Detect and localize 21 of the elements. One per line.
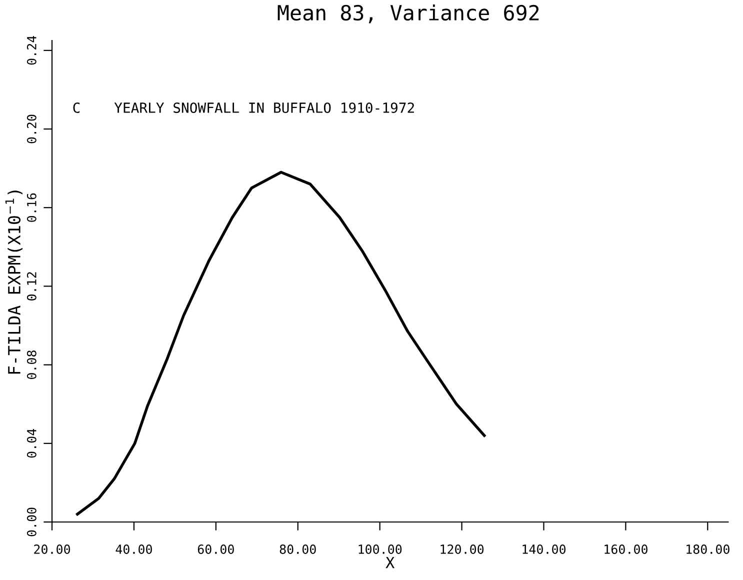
x-tick-label: 180.00 [686,544,730,554]
y-tick-label: 0.24 [26,36,36,65]
y-tick-label: 0.04 [26,428,36,458]
annotation: C YEARLY SNOWFALL IN BUFFALO 1910-1972 [73,102,414,114]
chart-title: Mean 83, Variance 692 [278,4,539,24]
y-tick-label: 0.08 [26,350,36,380]
x-tick-label: 100.00 [358,544,402,554]
x-tick-label: 140.00 [522,544,566,554]
y-tick-label: 0.12 [26,272,36,300]
x-tick-label: 120.00 [440,544,484,554]
x-tick-label: 40.00 [116,544,152,554]
x-axis-title: X [386,556,395,568]
x-tick-label: 160.00 [604,544,648,554]
line-series [76,170,486,516]
y-tick-label: 0.20 [26,114,36,144]
y-axis-title: F-TILDA EXPM(X10$^{−1}$) [5,190,22,374]
x-tick-label: 60.00 [198,544,234,554]
x-tick-label: 80.00 [280,544,316,554]
y-tick-label: 0.00 [26,508,36,536]
y-tick-label: 0.16 [26,193,36,222]
x-tick-label: 20.00 [34,544,70,554]
